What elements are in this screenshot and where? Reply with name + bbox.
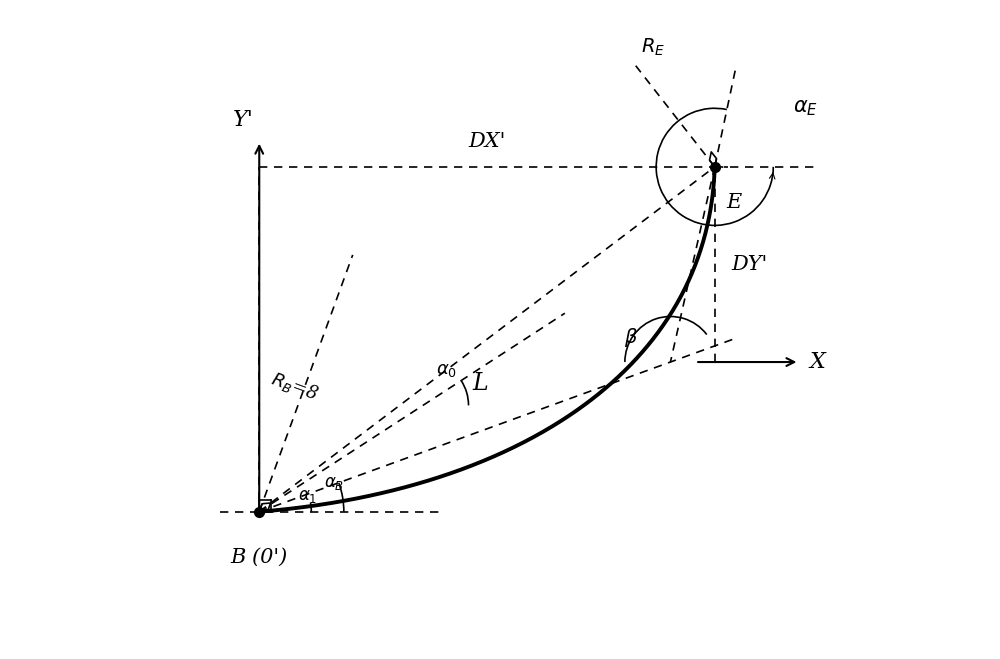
Text: $\alpha_B$: $\alpha_B$ (324, 475, 345, 492)
Text: $\alpha_0$: $\alpha_0$ (436, 361, 457, 380)
Text: $\alpha_E$: $\alpha_E$ (793, 98, 818, 118)
Text: $\alpha_1$: $\alpha_1$ (298, 488, 318, 505)
Text: DY': DY' (731, 255, 767, 274)
Text: B (0'): B (0') (231, 548, 288, 567)
Text: $\beta$: $\beta$ (624, 326, 638, 349)
Text: $R_B$=8: $R_B$=8 (268, 368, 322, 405)
Text: DX': DX' (468, 132, 506, 150)
Text: L: L (473, 372, 488, 395)
Text: Y': Y' (233, 109, 253, 131)
Text: E: E (726, 193, 742, 212)
Text: $R_E$: $R_E$ (641, 36, 665, 58)
Text: X: X (809, 351, 825, 373)
